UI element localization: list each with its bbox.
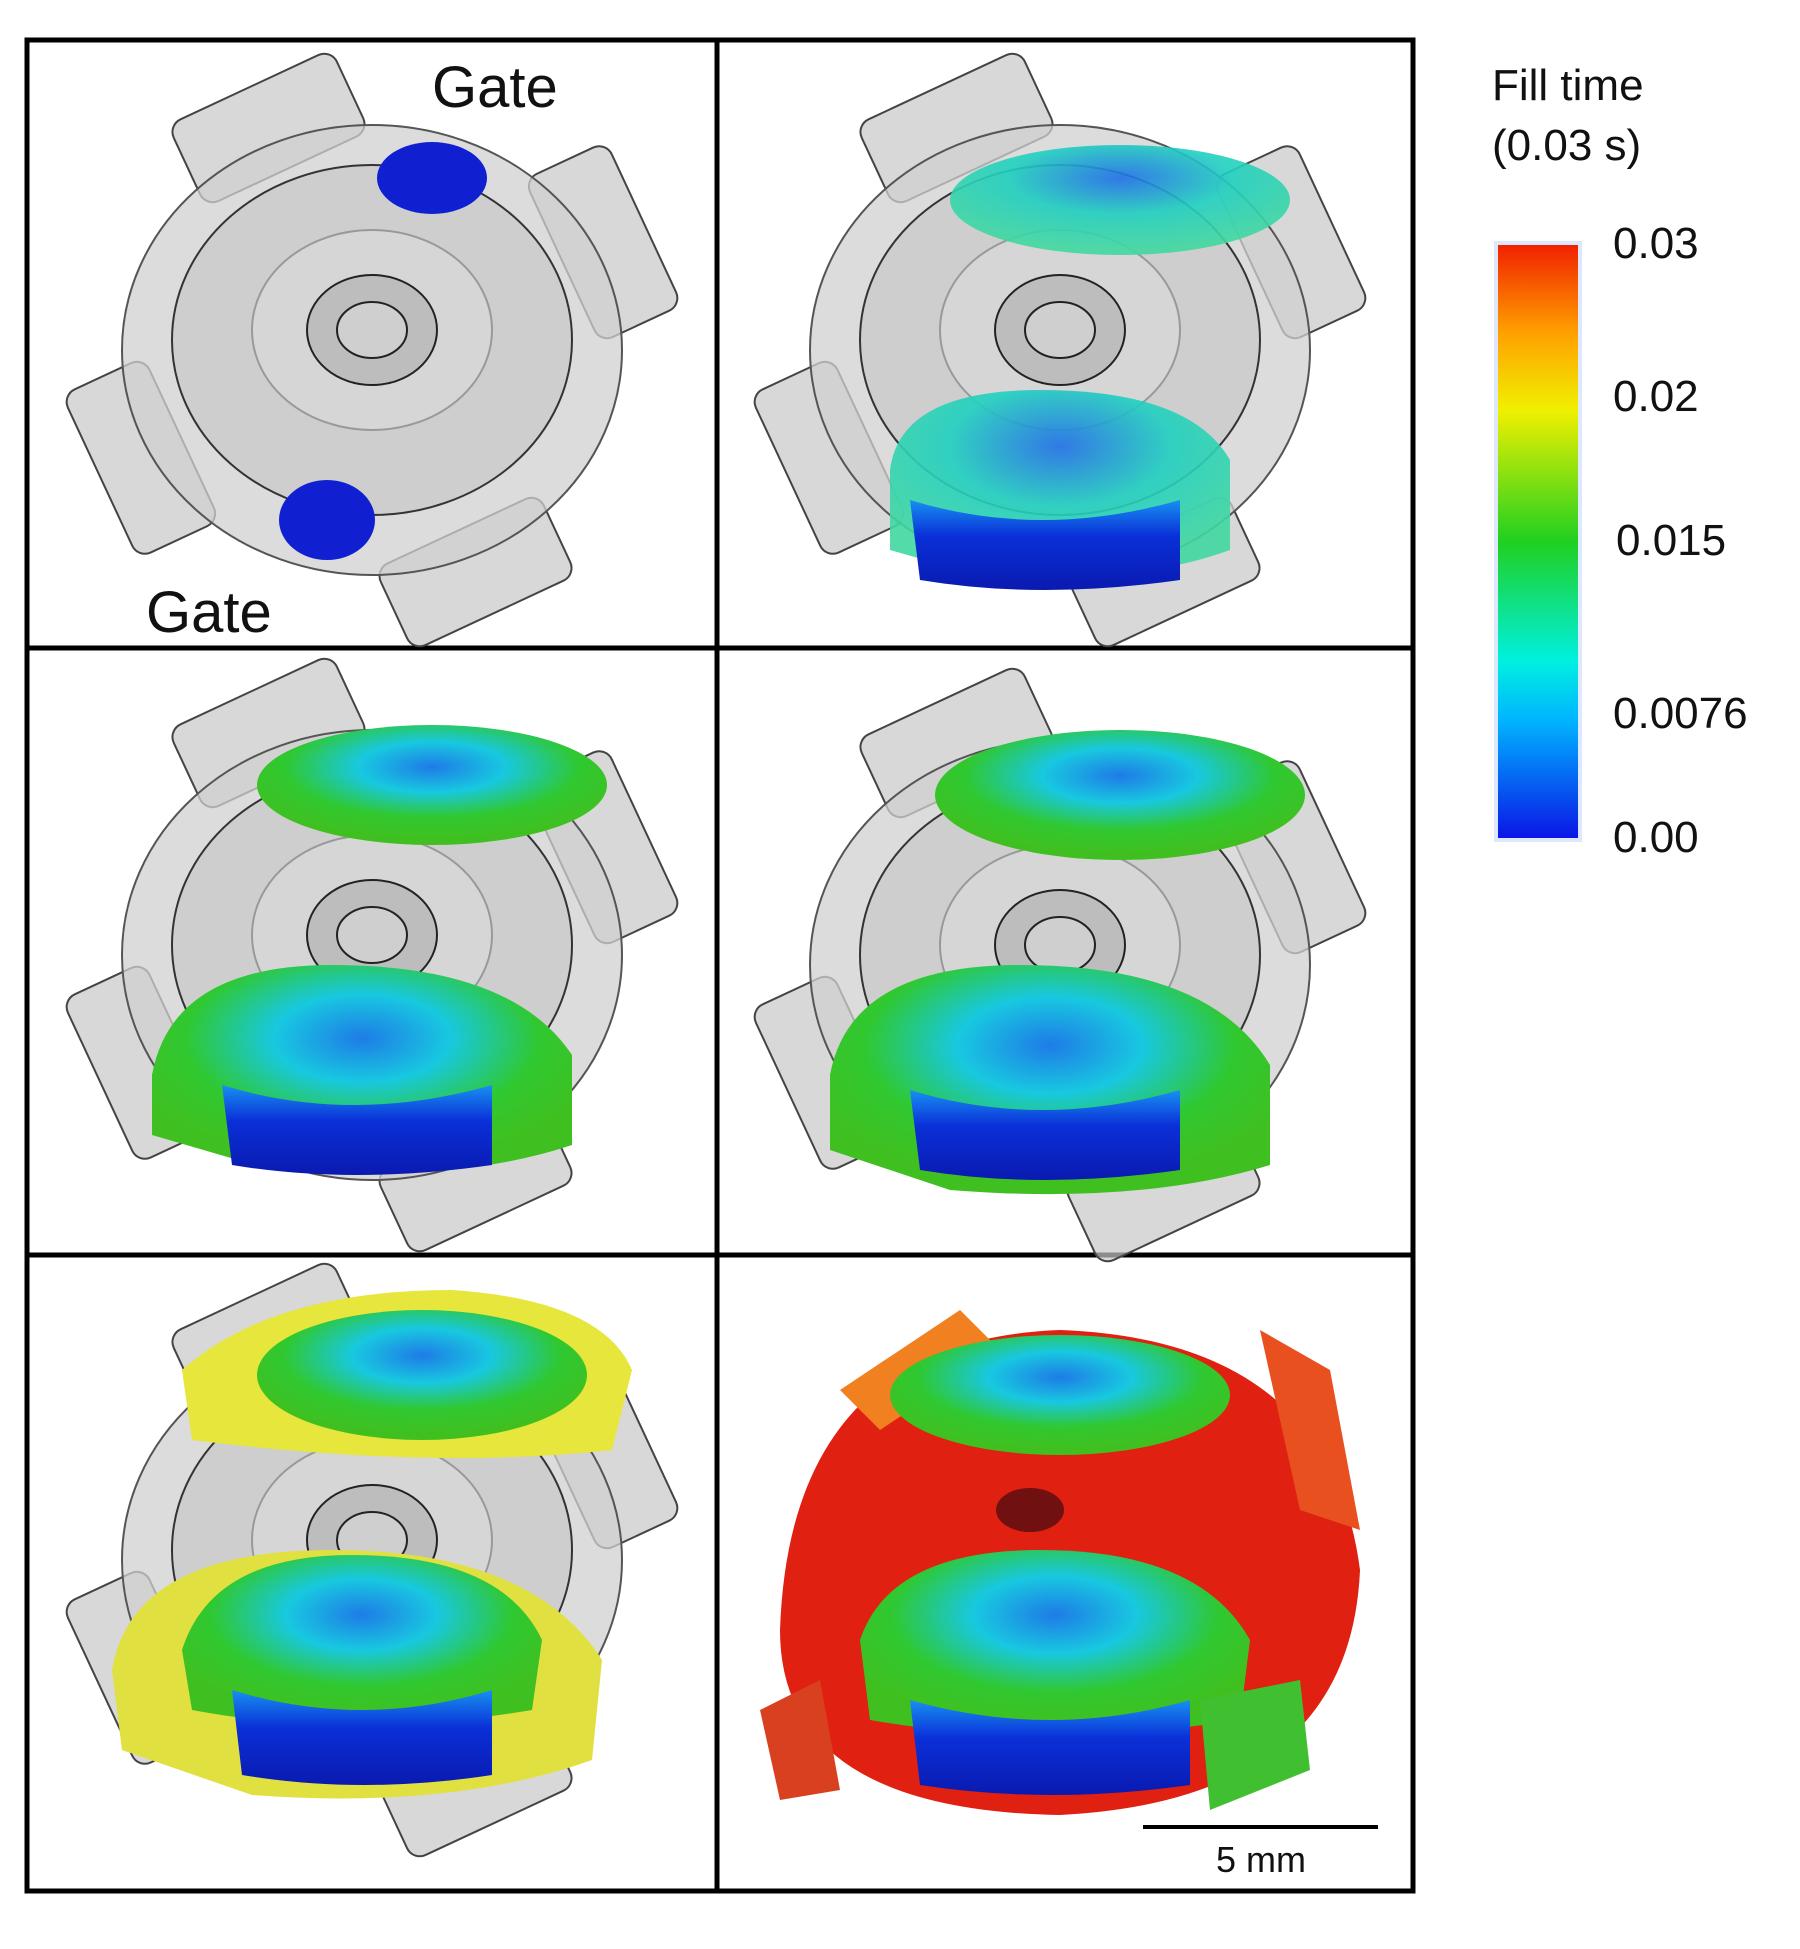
colorbar-tick-label: 0.0076 [1613, 689, 1748, 738]
panel-3 [0, 564, 768, 1346]
scale-bar-label: 5 mm [1216, 1839, 1306, 1880]
panel-1 [0, 0, 768, 741]
colorbar-tick-label: 0.03 [1613, 219, 1699, 268]
colorbar-tick-label: 0.015 [1616, 516, 1726, 565]
gate-label: Gate [146, 580, 272, 645]
colorbar-tick-label: 0.02 [1613, 372, 1699, 421]
gate-label: Gate [432, 55, 558, 120]
colorbar-title: Fill time [1492, 61, 1644, 110]
panel-frame [24, 37, 1416, 1894]
panel-5 [0, 1169, 768, 1949]
colorbar-title: (0.03 s) [1492, 121, 1641, 170]
panel-4 [664, 574, 1456, 1356]
colorbar-tick-label: 0.00 [1613, 813, 1699, 862]
panel-6 [760, 1310, 1360, 1815]
colorbar [1494, 241, 1582, 842]
panel-2 [664, 0, 1456, 741]
